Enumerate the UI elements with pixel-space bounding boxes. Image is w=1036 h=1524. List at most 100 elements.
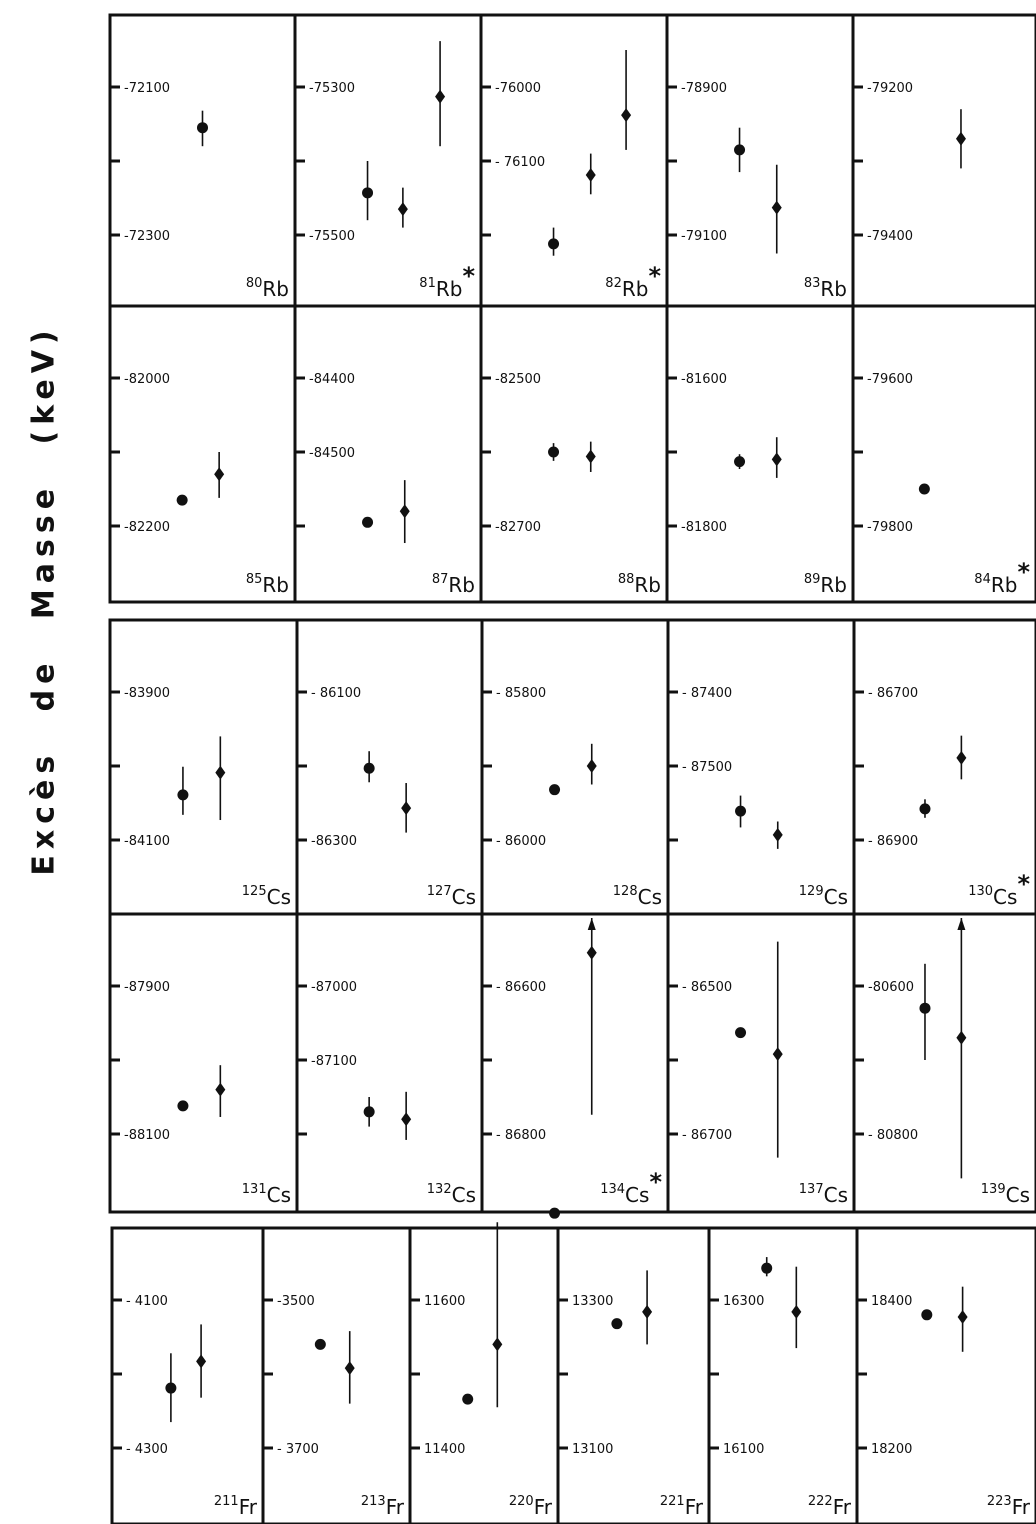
data-point-diamond bbox=[772, 827, 783, 842]
panel-rb88: -82500 -82700 88Rb bbox=[479, 304, 669, 604]
nuclide-element: Cs bbox=[625, 1183, 649, 1207]
y-tick-label: - 86700 bbox=[868, 686, 918, 701]
data-point-diamond bbox=[955, 131, 966, 146]
y-tick-label: 13100 bbox=[572, 1442, 613, 1457]
nuclide-label: 130Cs* bbox=[968, 870, 1030, 909]
nuclide-label: 221Fr bbox=[660, 1494, 704, 1519]
nuclide-star: * bbox=[1017, 870, 1030, 898]
y-tick-label: -84100 bbox=[124, 834, 170, 849]
panel-frame bbox=[108, 13, 297, 308]
data-point-diamond bbox=[196, 1354, 207, 1369]
panel-frame bbox=[261, 1226, 412, 1524]
data-point-circle bbox=[548, 446, 560, 458]
panel-frame bbox=[851, 304, 1036, 604]
data-point-circle bbox=[177, 1100, 189, 1112]
nuclide-element: Fr bbox=[1012, 1495, 1031, 1519]
panel-cs131: -87900 -88100 131Cs bbox=[108, 912, 299, 1214]
panel-frame bbox=[108, 912, 299, 1214]
nuclide-element: Cs bbox=[452, 1183, 476, 1207]
nuclide-element: Rb bbox=[634, 573, 661, 597]
panel-row-2: -82000-8220085Rb-84400-8450087Rb-82500-8… bbox=[108, 304, 1036, 604]
panel-rb89: -81600 -81800 89Rb bbox=[665, 304, 855, 604]
panel-frame bbox=[665, 13, 855, 308]
y-tick-label: - 76100 bbox=[495, 155, 545, 170]
data-point-circle bbox=[462, 1393, 474, 1405]
nuclide-element: Cs bbox=[638, 885, 662, 909]
panel-fr213: -3500 - 3700 213Fr bbox=[261, 1226, 412, 1524]
panel-cs137: - 86500 - 86700 137Cs bbox=[666, 912, 856, 1214]
nuclide-label: 87Rb bbox=[432, 572, 475, 597]
nuclide-element: Fr bbox=[239, 1495, 258, 1519]
nuclide-label: 134Cs* bbox=[600, 1168, 662, 1207]
y-tick-label: - 4100 bbox=[126, 1294, 168, 1309]
nuclide-mass-number: 83 bbox=[804, 276, 821, 291]
data-point-diamond bbox=[586, 945, 597, 960]
nuclide-mass-number: 213 bbox=[361, 1494, 386, 1509]
y-tick-label: -87100 bbox=[311, 1054, 357, 1069]
nuclide-star: * bbox=[648, 262, 661, 290]
nuclide-label: 222Fr bbox=[808, 1494, 852, 1519]
nuclide-label: 223Fr bbox=[987, 1494, 1031, 1519]
nuclide-label: 213Fr bbox=[361, 1494, 405, 1519]
nuclide-label: 89Rb bbox=[804, 572, 847, 597]
nuclide-mass-number: 223 bbox=[987, 1494, 1012, 1509]
data-point-circle bbox=[176, 494, 188, 506]
data-point-diamond bbox=[215, 1082, 226, 1097]
y-tick-label: -79100 bbox=[681, 229, 727, 244]
data-point-diamond bbox=[585, 168, 596, 183]
data-point-circle bbox=[611, 1318, 623, 1330]
nuclide-mass-number: 134 bbox=[600, 1182, 625, 1197]
panel-frame bbox=[666, 912, 856, 1214]
panel-frame bbox=[855, 1226, 1036, 1524]
data-point-circle bbox=[363, 1106, 375, 1118]
nuclide-element: Rb bbox=[820, 277, 847, 301]
panel-rb83: -78900 -79100 83Rb bbox=[665, 13, 855, 308]
panel-rb82: -76000 - 76100 82Rb* bbox=[479, 13, 669, 308]
nuclide-element: Fr bbox=[386, 1495, 405, 1519]
nuclide-element: Cs bbox=[452, 885, 476, 909]
data-point-diamond bbox=[435, 89, 446, 104]
y-tick-label: -88100 bbox=[124, 1128, 170, 1143]
nuclide-star: * bbox=[1017, 558, 1030, 586]
nuclide-label: 220Fr bbox=[509, 1494, 553, 1519]
nuclide-element: Cs bbox=[267, 1183, 291, 1207]
nuclide-mass-number: 131 bbox=[242, 1182, 267, 1197]
y-tick-label: -82000 bbox=[124, 372, 170, 387]
nuclide-mass-number: 139 bbox=[981, 1182, 1006, 1197]
data-point-circle bbox=[314, 1338, 326, 1350]
nuclide-mass-number: 82 bbox=[605, 276, 622, 291]
panel-fr222: 16300 16100 222Fr bbox=[707, 1226, 859, 1524]
data-point-circle bbox=[734, 144, 746, 156]
y-tick-label: 18400 bbox=[871, 1294, 912, 1309]
panel-rb81: -75300 -75500 81Rb* bbox=[293, 13, 483, 308]
panel-frame bbox=[295, 618, 484, 916]
nuclide-mass-number: 137 bbox=[799, 1182, 824, 1197]
nuclide-element: Fr bbox=[833, 1495, 852, 1519]
panel-fr220: 11600 11400 220Fr bbox=[408, 1222, 560, 1524]
nuclide-label: 139Cs bbox=[981, 1182, 1030, 1207]
nuclide-mass-number: 80 bbox=[246, 276, 263, 291]
y-tick-label: -72300 bbox=[124, 229, 170, 244]
nuclide-mass-number: 221 bbox=[660, 1494, 685, 1509]
panel-rb85: -82000 -82200 85Rb bbox=[108, 304, 297, 604]
data-point-diamond bbox=[215, 765, 226, 780]
panel-cs128: - 85800 - 86000 128Cs bbox=[480, 618, 670, 916]
data-point-diamond bbox=[771, 452, 782, 467]
panel-frame bbox=[108, 618, 299, 916]
panel-frame bbox=[707, 1226, 859, 1524]
nuclide-label: 137Cs bbox=[799, 1182, 848, 1207]
panel-cs125: -83900 -84100 125Cs bbox=[108, 618, 299, 916]
nuclide-element: Rb bbox=[262, 277, 289, 301]
y-tick-label: -79400 bbox=[867, 229, 913, 244]
data-point-circle bbox=[919, 803, 931, 815]
data-point-circle bbox=[177, 789, 189, 801]
data-point-diamond bbox=[401, 801, 412, 816]
y-tick-label: -79800 bbox=[867, 520, 913, 535]
data-point-circle bbox=[919, 1002, 931, 1014]
y-tick-label: -87900 bbox=[124, 980, 170, 995]
panel-frame bbox=[293, 13, 483, 308]
panel-cs127: - 86100 -86300 127Cs bbox=[295, 618, 484, 916]
nuclide-mass-number: 130 bbox=[968, 884, 993, 899]
